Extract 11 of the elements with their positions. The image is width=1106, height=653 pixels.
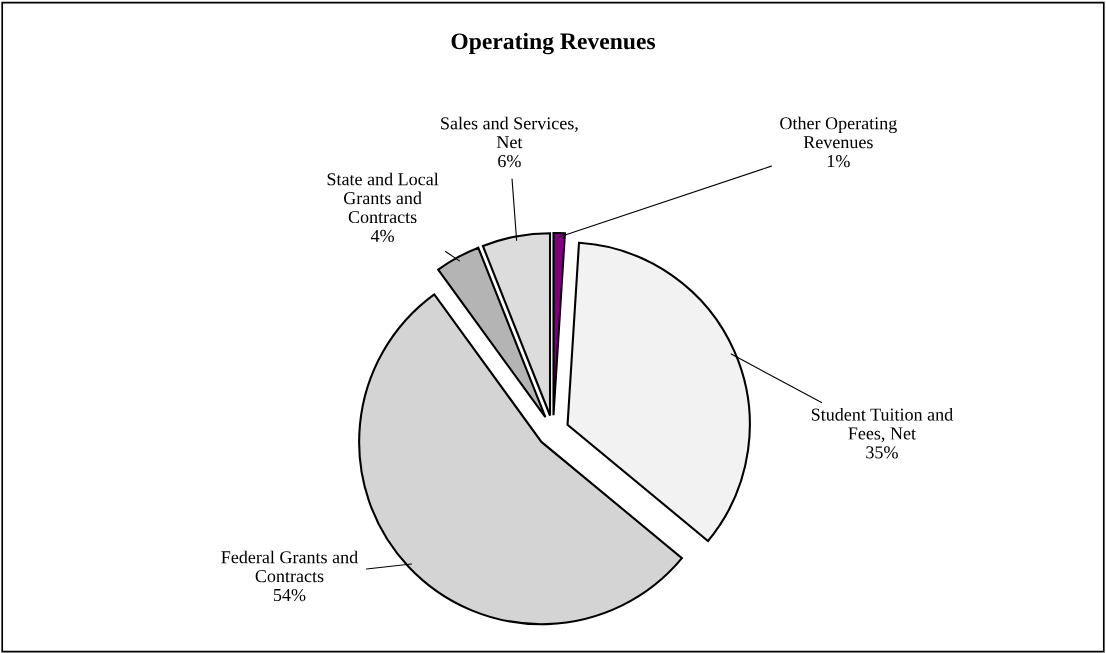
data-label: 1% [827, 154, 850, 168]
data-label: 6% [498, 154, 521, 168]
data-label: 35% [866, 446, 898, 459]
slice-label: Other Operating Revenues [780, 116, 897, 149]
data-label: 4% [370, 229, 395, 243]
slice-label: State and Local Grants and Contracts [327, 172, 439, 224]
slice-label: Federal Grants and Contracts [221, 550, 358, 583]
chart-title: Operating Revenues [451, 32, 656, 55]
data-label: 54% [273, 588, 306, 602]
slice-label: Student Tuition and Fees, Net [811, 407, 953, 443]
slice-label: Sales and Services, Net [441, 116, 578, 149]
